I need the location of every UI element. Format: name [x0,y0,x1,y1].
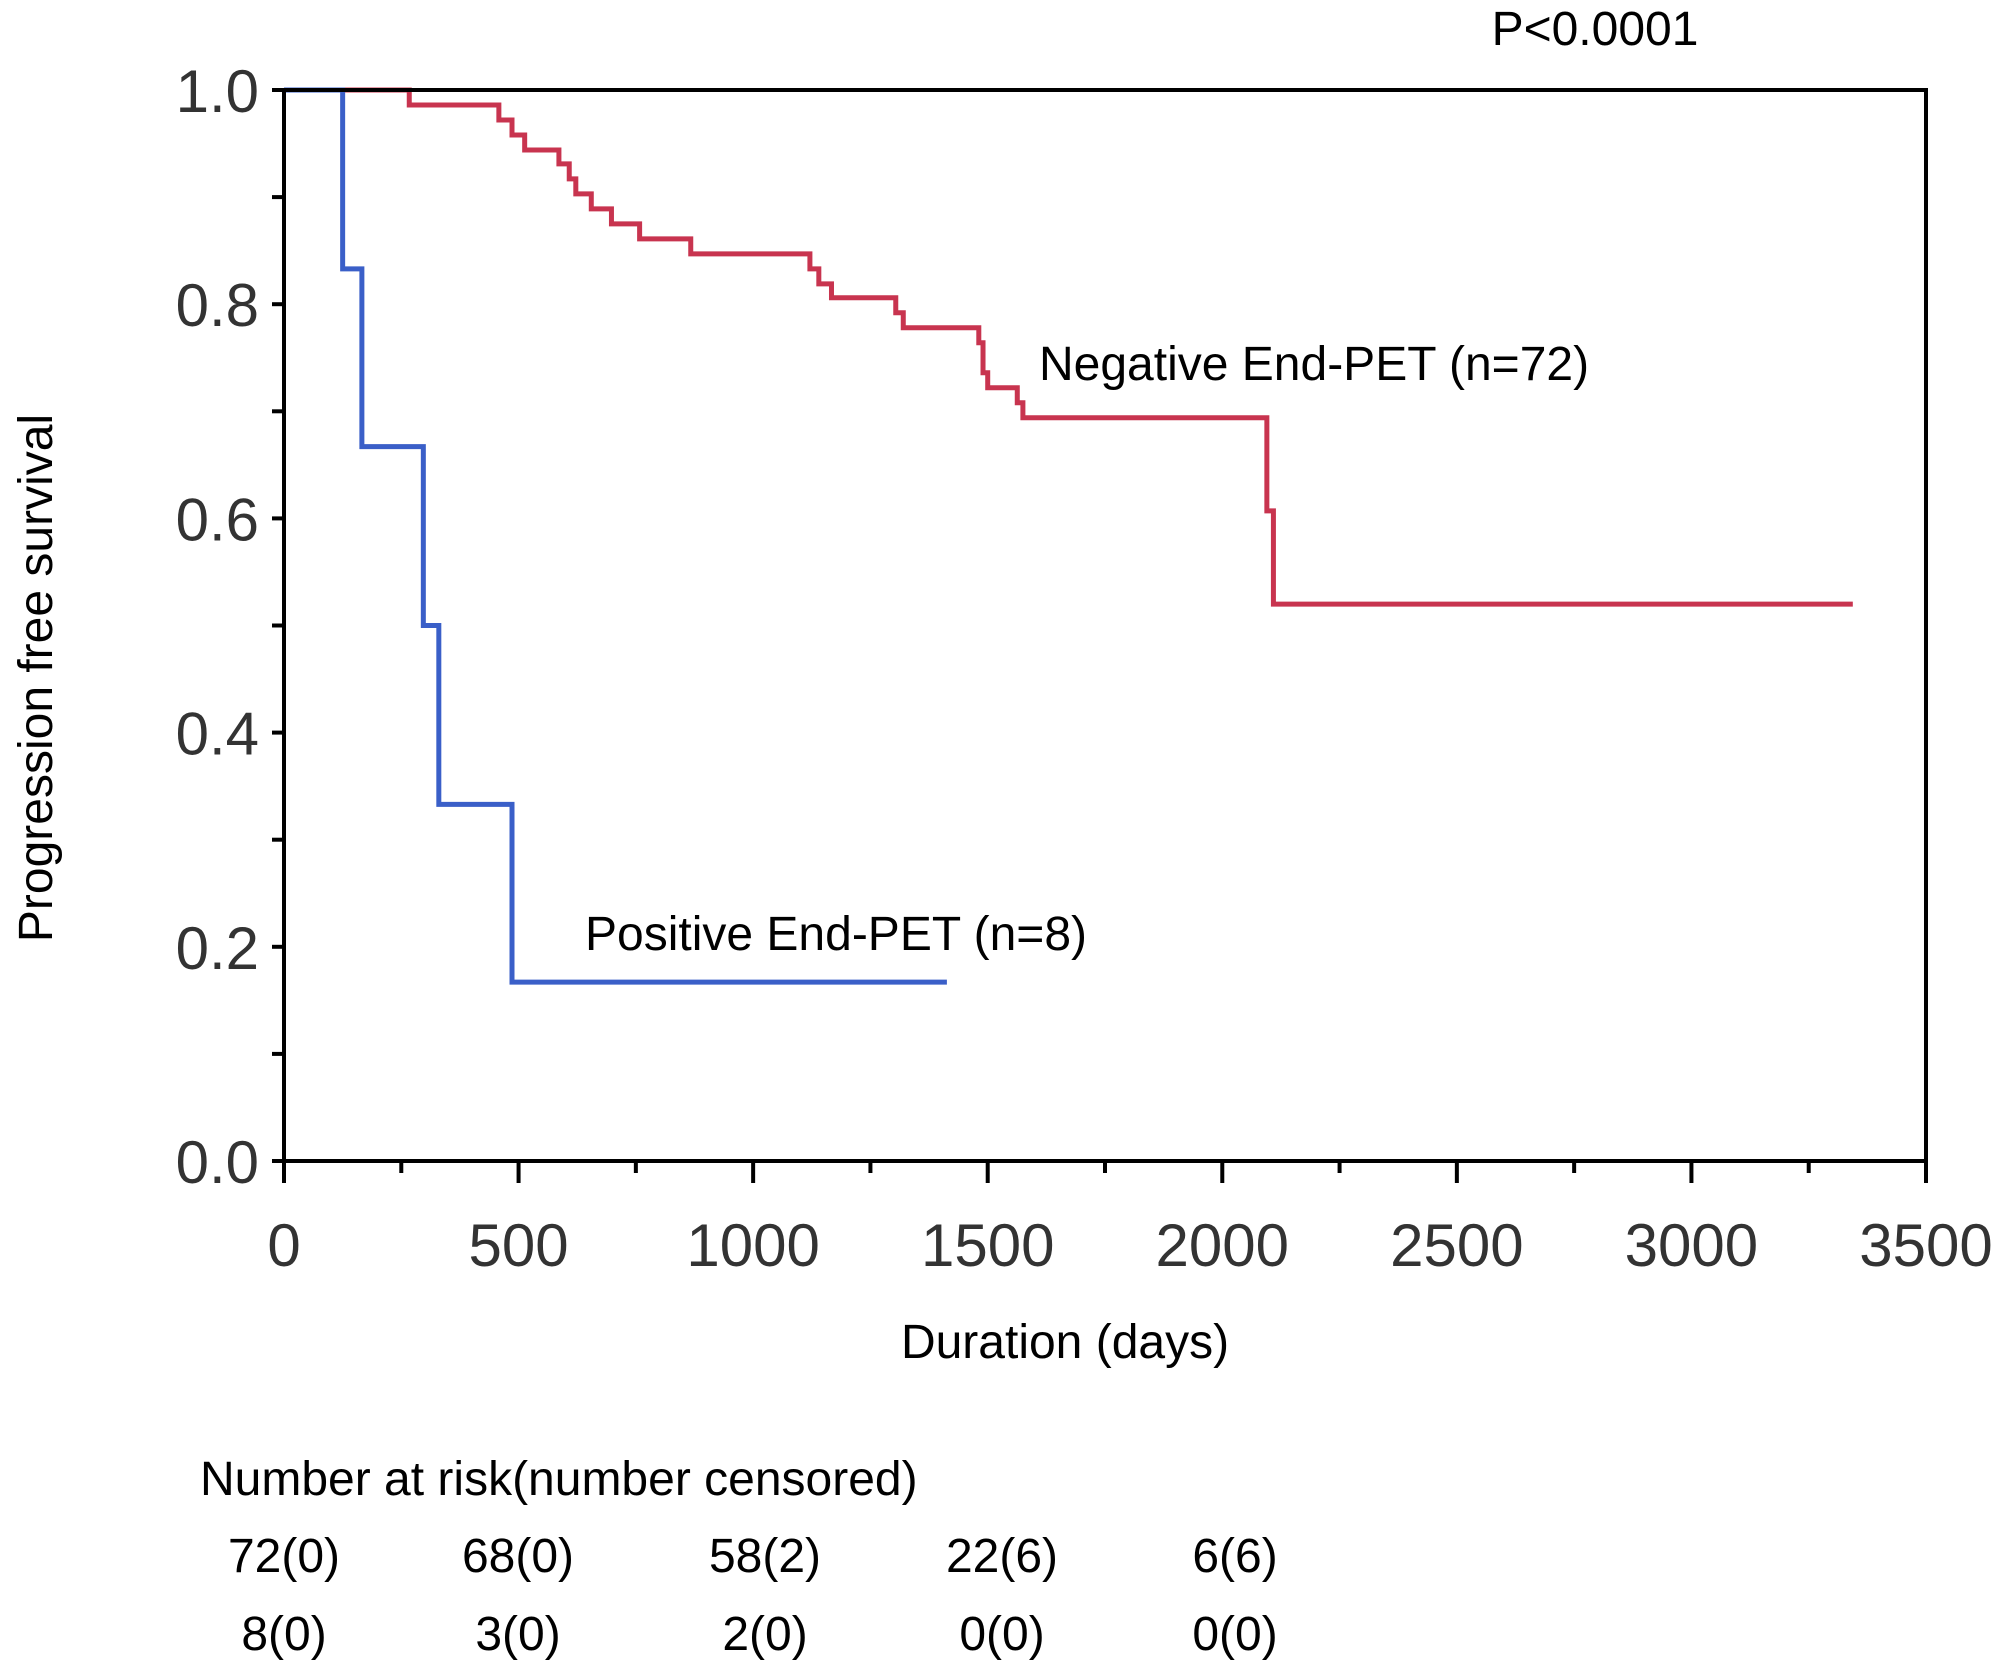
x-tick-label: 2000 [1156,1212,1289,1279]
risk-table-title: Number at risk(number censored) [200,1453,918,1506]
y-tick-label: 0.6 [176,486,259,553]
risk-table-cell: 22(6) [946,1530,1058,1583]
x-tick-label: 500 [469,1212,569,1279]
risk-table-cell: 8(0) [241,1608,326,1661]
risk-table-cell: 2(0) [722,1608,807,1661]
x-tick-label: 3000 [1625,1212,1758,1279]
series-label-negative: Negative End-PET (n=72) [1039,338,1589,391]
series-label-positive: Positive End-PET (n=8) [585,908,1087,961]
plot-frame [282,88,1928,1163]
risk-table-cell: 0(0) [959,1608,1044,1661]
risk-table-cell: 68(0) [462,1530,574,1583]
y-tick-label: 0.2 [176,915,259,982]
risk-table-cell: 3(0) [475,1608,560,1661]
x-axis-label: Duration (days) [901,1316,1229,1369]
x-tick-label: 2500 [1390,1212,1523,1279]
y-tick-label: 0.4 [176,701,259,768]
risk-table-cell: 6(6) [1192,1530,1277,1583]
y-tick-label: 0.0 [176,1129,259,1196]
y-tick-label: 0.8 [176,272,259,339]
risk-table-cell: 0(0) [1192,1608,1277,1661]
y-tick-label: 1.0 [176,58,259,125]
series-positive-curve [284,87,947,985]
p-value: P<0.0001 [1492,3,1699,56]
x-tick-label: 3500 [1859,1212,1992,1279]
x-tick-label: 1000 [686,1212,819,1279]
risk-table-cell: 72(0) [228,1530,340,1583]
x-tick-label: 1500 [921,1212,1054,1279]
risk-table-cell: 58(2) [709,1530,821,1583]
series-negative-curve [284,87,1853,607]
y-axis-label: Progression free survival [10,414,63,942]
x-tick-label: 0 [267,1212,300,1279]
